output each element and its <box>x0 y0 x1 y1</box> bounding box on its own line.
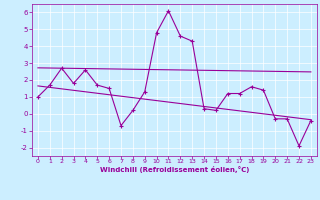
X-axis label: Windchill (Refroidissement éolien,°C): Windchill (Refroidissement éolien,°C) <box>100 166 249 173</box>
